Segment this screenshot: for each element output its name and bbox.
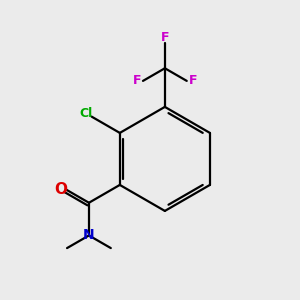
Text: Cl: Cl: [80, 107, 93, 120]
Text: F: F: [133, 74, 141, 87]
Text: O: O: [54, 182, 67, 197]
Text: N: N: [83, 229, 95, 242]
Text: F: F: [160, 31, 169, 44]
Text: F: F: [188, 74, 197, 87]
